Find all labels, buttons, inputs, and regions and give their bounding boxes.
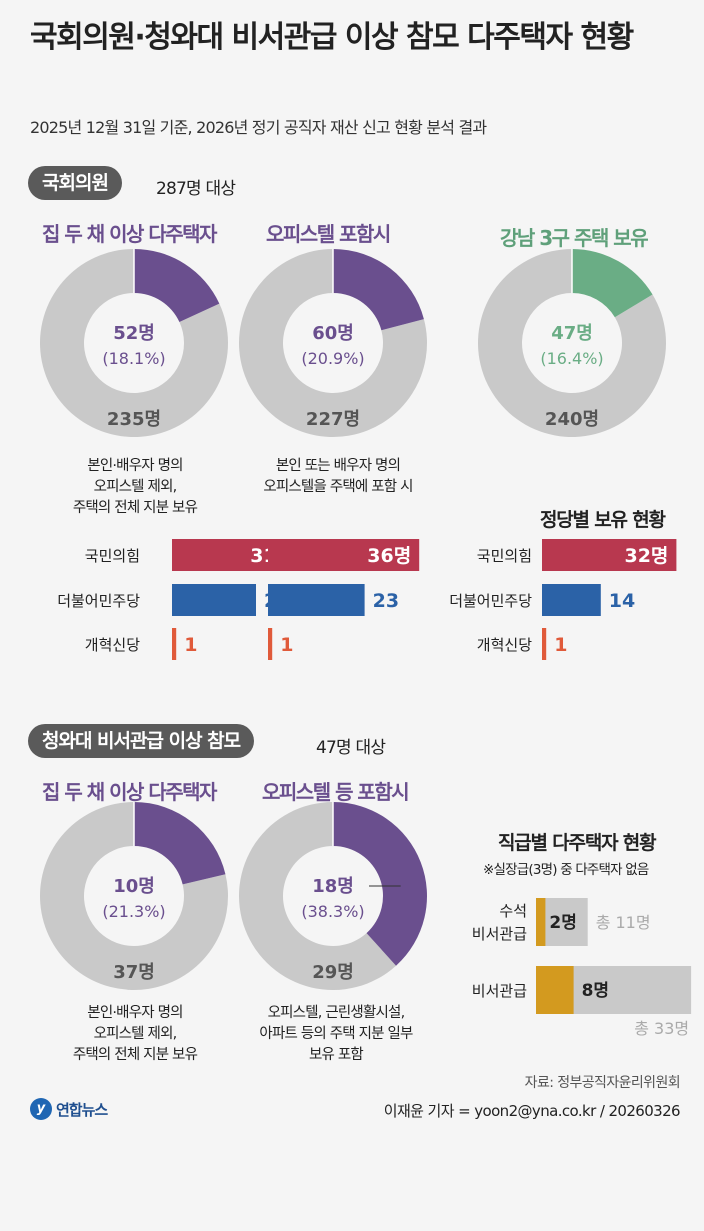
- donut-rest-value: 29명: [312, 962, 354, 983]
- footnote-line: 오피스텔 제외,: [93, 479, 178, 495]
- donut-rest-slice: [39, 802, 228, 990]
- donut-rest-slice: [478, 249, 667, 437]
- donut-center-pct: (18.1%): [102, 349, 165, 368]
- donut-highlight-slice: [333, 249, 424, 331]
- party-bar: [172, 584, 256, 616]
- bar-category-label: 더불어민주당: [449, 592, 532, 610]
- footnote-line: 보유 포함: [309, 1047, 364, 1063]
- party-bar: [542, 539, 677, 571]
- donut-footnote: 본인·배우자 명의 오피스텔 제외, 주택의 전체 지분 보유: [40, 456, 230, 519]
- bar-category-label: 개혁신당: [85, 636, 140, 654]
- party-bar: [542, 584, 601, 616]
- source-note: 자료: 정부공직자윤리위원회: [524, 1075, 681, 1091]
- donut-rest-slice: [40, 249, 229, 437]
- bar-value-label: 36명: [367, 545, 411, 567]
- donut-center-value: 10명: [113, 876, 155, 897]
- rank-value-bar: [536, 966, 574, 1014]
- donut-rest-slice: [238, 802, 397, 990]
- rank-category-label: 비서관급: [472, 982, 527, 1000]
- party-bar: [268, 539, 420, 571]
- footnote-line: 주택의 전체 지분 보유: [72, 500, 198, 516]
- section-label-staff: 청와대 비서관급 이상 참모: [28, 724, 255, 758]
- party-bar: [542, 628, 547, 660]
- bar-value-label: 1: [280, 634, 293, 656]
- donut-rest-value: 37명: [113, 962, 155, 983]
- footnote-line: 오피스텔 제외,: [93, 1026, 178, 1042]
- donut-center-pct: (16.4%): [540, 349, 603, 368]
- donut-heading: 집 두 채 이상 다주택자: [42, 222, 217, 246]
- section-note-assembly: 287명 대상: [156, 179, 236, 199]
- bar-category-label: 더불어민주당: [57, 592, 140, 610]
- donut-center-value: 60명: [312, 323, 354, 344]
- rank-value-label: 8명: [582, 981, 609, 1001]
- donut-highlight-slice: [572, 249, 653, 318]
- donut-heading: 집 두 채 이상 다주택자: [42, 780, 217, 804]
- footnote-line: 주택의 전체 지분 보유: [72, 1047, 198, 1063]
- donut-center-value: 18명: [312, 876, 354, 897]
- donut-rest-value: 240명: [545, 409, 599, 430]
- party-bar: [172, 628, 177, 660]
- donut-rest-value: 227명: [306, 409, 360, 430]
- donut-footnote: 본인 또는 배우자 명의 오피스텔을 주택에 포함 시: [238, 456, 438, 498]
- footnote-line: 본인 또는 배우자 명의: [275, 458, 401, 474]
- bar-value-label: 1: [554, 634, 567, 656]
- rank-chart-note: ※실장급(3명) 중 다주택자 없음: [483, 862, 649, 878]
- donut-center-pct: (20.9%): [301, 349, 364, 368]
- rank-total-label: 총 11명: [596, 913, 651, 932]
- section-label-assembly: 국회의원: [28, 166, 122, 200]
- donut-center-value: 52명: [113, 323, 155, 344]
- donut-center-value: 47명: [551, 323, 593, 344]
- donut-heading: 오피스텔 포함시: [266, 222, 391, 246]
- footnote-line: 본인·배우자 명의: [87, 458, 183, 474]
- footnote-line: 오피스텔, 근린생활시설,: [267, 1005, 406, 1021]
- page-subtitle: 2025년 12월 31일 기준, 2026년 정기 공직자 재산 신고 현황 …: [30, 118, 487, 137]
- bar-category-label: 국민의힘: [477, 547, 532, 565]
- donut-rest-slice: [239, 249, 427, 437]
- logo-text: 연합뉴스: [56, 1100, 108, 1119]
- bar-value-label: 32명: [624, 545, 668, 567]
- section-note-staff: 47명 대상: [316, 738, 386, 758]
- bar-value-label: 1: [184, 634, 197, 656]
- rank-category-label: 수석: [499, 902, 527, 920]
- footnote-line: 아파트 등의 주택 지분 일부: [259, 1026, 413, 1042]
- credit: 이재윤 기자 = yoon2@yna.co.kr / 20260326: [383, 1102, 681, 1120]
- donut-highlight-slice: [333, 802, 427, 966]
- rank-value-bar: [536, 898, 546, 946]
- logo: y 연합뉴스: [30, 1098, 108, 1120]
- donut-highlight-slice: [134, 802, 226, 885]
- donut-center-pct: (38.3%): [301, 902, 364, 921]
- bar-category-label: 국민의힘: [85, 547, 140, 565]
- party-bar: [268, 584, 365, 616]
- donut-footnote: 오피스텔, 근린생활시설, 아파트 등의 주택 지분 일부 보유 포함: [236, 1003, 436, 1066]
- rank-value-label: 2명: [549, 913, 576, 933]
- donut-highlight-slice: [134, 249, 220, 323]
- page-title: 국회의원·청와대 비서관급 이상 참모 다주택자 현황: [30, 20, 634, 55]
- bar-value-label: 23: [373, 590, 399, 612]
- rank-category-label: 비서관급: [472, 925, 527, 943]
- rank-total-label: 총 33명: [634, 1019, 689, 1038]
- donut-heading: 오피스텔 등 포함시: [262, 780, 410, 804]
- bar-value-label: 14: [609, 590, 635, 612]
- party-bar: [268, 628, 273, 660]
- donut-rest-value: 235명: [107, 409, 161, 430]
- donut-footnote: 본인·배우자 명의 오피스텔 제외, 주택의 전체 지분 보유: [40, 1003, 230, 1066]
- donut-center-pct: (21.3%): [102, 902, 165, 921]
- footnote-line: 오피스텔을 주택에 포함 시: [263, 479, 413, 495]
- logo-icon: y: [30, 1098, 52, 1120]
- rank-chart-title: 직급별 다주택자 현황: [498, 832, 657, 854]
- donut-heading: 강남 3구 주택 보유: [500, 226, 649, 250]
- party-chart-title: 정당별 보유 현황: [540, 509, 666, 531]
- bar-category-label: 개혁신당: [477, 636, 532, 654]
- footnote-line: 본인·배우자 명의: [87, 1005, 183, 1021]
